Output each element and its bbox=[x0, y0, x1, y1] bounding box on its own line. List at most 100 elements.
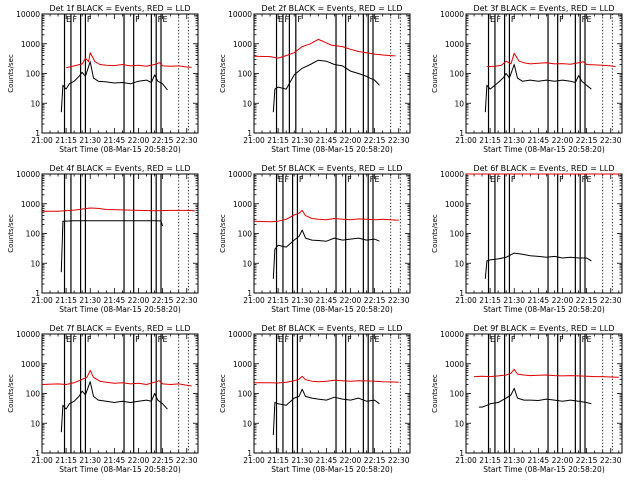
y-axis-label: Counts/sec bbox=[219, 214, 227, 253]
x-axis-label: Start Time (08-Mar-15 20:58:20) bbox=[59, 145, 181, 154]
x-tick-label: 22:15 bbox=[152, 136, 174, 145]
time-marker-flag: F bbox=[72, 15, 77, 24]
y-tick-label: 1 bbox=[459, 449, 464, 458]
time-marker-flag: E bbox=[66, 335, 71, 344]
panel-title: Det 8f BLACK = Events, RED = LLD bbox=[261, 324, 402, 333]
plot-frame bbox=[253, 173, 411, 294]
events-series-line bbox=[272, 59, 380, 113]
x-tick-label: 21:15 bbox=[55, 136, 77, 145]
time-marker-flag: E bbox=[490, 175, 495, 184]
y-tick-label: 1 bbox=[459, 289, 464, 298]
x-tick-label: 22:30 bbox=[388, 136, 410, 145]
y-tick-label: 1000 bbox=[21, 360, 40, 369]
y-tick-label: 1000 bbox=[21, 200, 40, 209]
panel-8: Det 8f BLACK = Events, RED = LLD 1 10 100 10… bbox=[219, 324, 411, 474]
time-marker-flag: F bbox=[299, 175, 304, 184]
panel-6: Det 6f BLACK = Events, RED = LLD 1 10 100 10… bbox=[431, 164, 623, 314]
time-marker-flag: E bbox=[490, 335, 495, 344]
time-marker-flag: E bbox=[587, 15, 592, 24]
x-tick-label: 21:15 bbox=[479, 456, 501, 465]
y-axis-label: Counts/sec bbox=[431, 54, 439, 93]
x-tick-label: 21:45 bbox=[104, 296, 126, 305]
x-axis-label: Start Time (08-Mar-15 20:58:20) bbox=[271, 305, 393, 314]
y-tick-label: 1 bbox=[35, 129, 40, 138]
time-marker-flag: F bbox=[347, 335, 352, 344]
lld-series-line bbox=[42, 369, 192, 387]
x-tick-label: 21:45 bbox=[528, 136, 550, 145]
x-tick-label: 21:45 bbox=[528, 296, 550, 305]
events-series-line bbox=[60, 61, 168, 113]
x-tick-label: 21:30 bbox=[291, 296, 313, 305]
panel-title: Det 5f BLACK = Events, RED = LLD bbox=[261, 164, 402, 173]
events-series-line bbox=[272, 388, 380, 436]
x-tick-label: 21:45 bbox=[104, 136, 126, 145]
x-tick-label: 22:00 bbox=[128, 456, 150, 465]
x-axis-label: Start Time (08-Mar-15 20:58:20) bbox=[59, 465, 181, 474]
time-marker-flag: E bbox=[490, 15, 495, 24]
time-marker-flag: F bbox=[370, 175, 375, 184]
x-tick-label: 21:00 bbox=[243, 296, 265, 305]
x-tick-label: 21:15 bbox=[55, 456, 77, 465]
time-marker-flag: F bbox=[284, 335, 289, 344]
x-axis-label: Start Time (08-Mar-15 20:58:20) bbox=[483, 305, 605, 314]
plot-frame bbox=[465, 173, 623, 294]
time-marker-flag: F bbox=[370, 335, 375, 344]
y-tick-label: 1000 bbox=[445, 200, 464, 209]
x-axis-label: Start Time (08-Mar-15 20:58:20) bbox=[483, 465, 605, 474]
plot-frame bbox=[465, 333, 623, 454]
x-tick-label: 21:45 bbox=[104, 456, 126, 465]
plot-frame bbox=[253, 333, 411, 454]
y-tick-label: 10 bbox=[30, 419, 40, 428]
x-tick-label: 22:15 bbox=[364, 136, 386, 145]
x-tick-label: 21:45 bbox=[528, 456, 550, 465]
time-marker-flag: F bbox=[284, 15, 289, 24]
time-marker-flag: F bbox=[347, 175, 352, 184]
x-tick-label: 21:15 bbox=[55, 296, 77, 305]
panel-9: Det 9f BLACK = Events, RED = LLD 1 10 100 10… bbox=[431, 324, 623, 474]
time-marker-flag: E bbox=[375, 335, 380, 344]
x-tick-label: 21:15 bbox=[267, 296, 289, 305]
time-marker-flag: F bbox=[559, 15, 564, 24]
x-tick-label: 22:15 bbox=[364, 456, 386, 465]
events-series-line bbox=[60, 220, 164, 273]
y-tick-label: 10000 bbox=[16, 10, 40, 19]
x-tick-label: 22:00 bbox=[340, 456, 362, 465]
time-marker-flag: F bbox=[582, 175, 587, 184]
x-tick-label: 22:30 bbox=[176, 456, 198, 465]
time-marker-flag: F bbox=[559, 335, 564, 344]
y-tick-label: 10 bbox=[242, 259, 252, 268]
plot-frame bbox=[41, 13, 199, 134]
y-tick-label: 10000 bbox=[228, 330, 252, 339]
panel-2: Det 2f BLACK = Events, RED = LLD 1 10 100 10… bbox=[219, 4, 411, 154]
time-marker-flag: F bbox=[158, 15, 163, 24]
y-tick-label: 1000 bbox=[233, 200, 252, 209]
x-tick-label: 21:45 bbox=[316, 136, 338, 145]
panel-title: Det 7f BLACK = Events, RED = LLD bbox=[49, 324, 190, 333]
y-tick-label: 1 bbox=[35, 449, 40, 458]
x-tick-label: 22:30 bbox=[600, 136, 622, 145]
time-marker-flag: F bbox=[496, 335, 501, 344]
y-tick-label: 1 bbox=[247, 449, 252, 458]
x-tick-label: 21:45 bbox=[316, 296, 338, 305]
events-series-line bbox=[272, 229, 380, 279]
x-tick-label: 22:00 bbox=[340, 136, 362, 145]
x-tick-label: 21:00 bbox=[31, 456, 53, 465]
panel-title: Det 2f BLACK = Events, RED = LLD bbox=[261, 4, 402, 13]
time-marker-flag: E bbox=[163, 335, 168, 344]
panel-title: Det 6f BLACK = Events, RED = LLD bbox=[473, 164, 614, 173]
panel-5: Det 5f BLACK = Events, RED = LLD 1 10 100 10… bbox=[219, 164, 411, 314]
time-marker-flag: E bbox=[66, 15, 71, 24]
x-tick-label: 21:30 bbox=[291, 136, 313, 145]
events-series-line bbox=[60, 381, 168, 433]
y-axis-label: Counts/sec bbox=[431, 374, 439, 413]
x-axis-label: Start Time (08-Mar-15 20:58:20) bbox=[59, 305, 181, 314]
time-marker-flag: E bbox=[375, 175, 380, 184]
plot-frame bbox=[41, 333, 199, 454]
x-tick-label: 21:45 bbox=[316, 456, 338, 465]
x-tick-label: 22:15 bbox=[152, 296, 174, 305]
y-tick-label: 100 bbox=[450, 390, 465, 399]
y-axis-label: Counts/sec bbox=[7, 54, 15, 93]
y-tick-label: 10 bbox=[242, 99, 252, 108]
y-tick-label: 100 bbox=[450, 70, 465, 79]
time-marker-flag: E bbox=[375, 15, 380, 24]
